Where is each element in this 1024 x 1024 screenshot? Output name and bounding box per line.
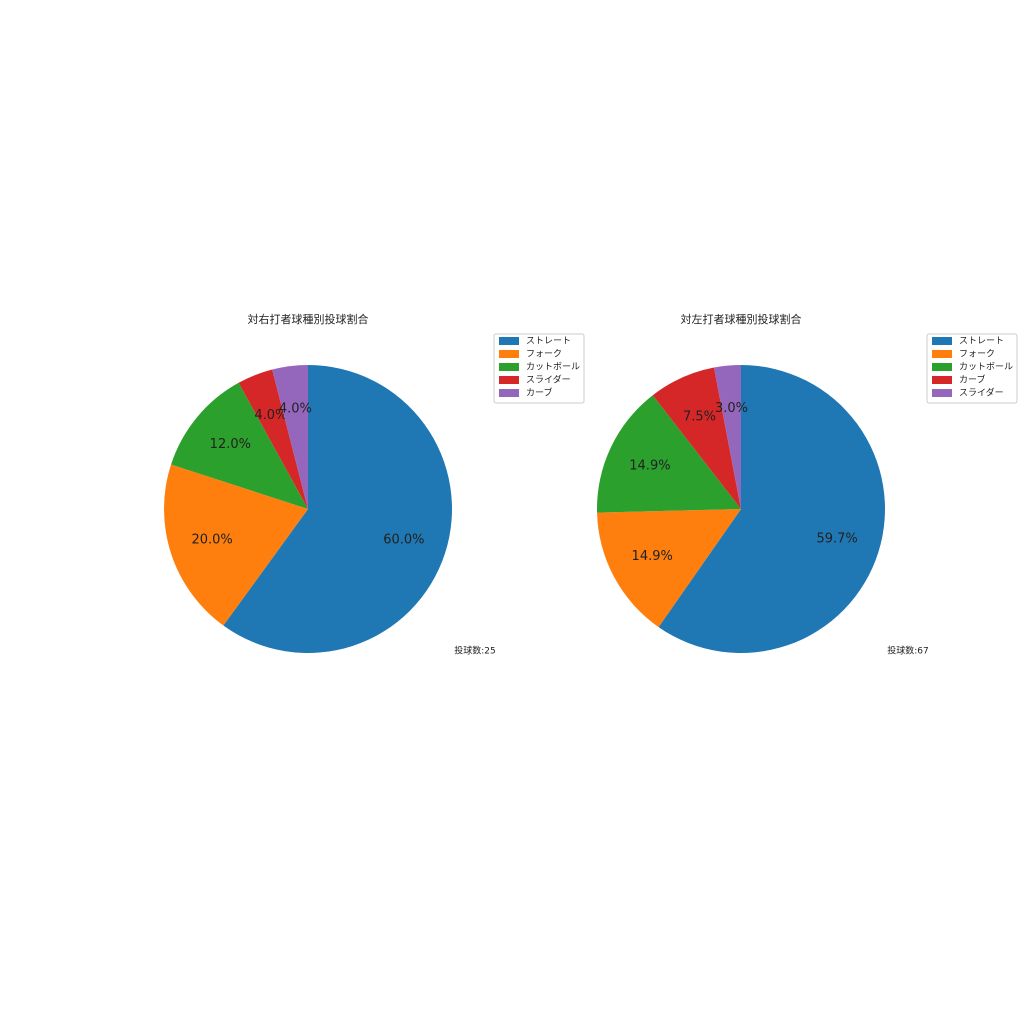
slice-label: 7.5% bbox=[683, 410, 716, 425]
slice-label: 59.7% bbox=[816, 532, 857, 547]
legend-swatch bbox=[499, 337, 519, 345]
legend-label: ストレート bbox=[959, 337, 1004, 347]
legend-swatch bbox=[932, 389, 952, 397]
slice-label: 4.0% bbox=[254, 408, 287, 423]
slice-label: 20.0% bbox=[191, 533, 232, 548]
legend-swatch bbox=[932, 337, 952, 345]
legend-label: スライダー bbox=[526, 374, 571, 386]
legend-swatch bbox=[499, 389, 519, 397]
pie-slice bbox=[238, 369, 308, 509]
legend-label: フォーク bbox=[959, 349, 995, 360]
pie-slice bbox=[272, 365, 308, 509]
legend-label: カットボール bbox=[526, 362, 580, 373]
legend-label: フォーク bbox=[526, 349, 562, 360]
slice-label: 12.0% bbox=[210, 437, 251, 452]
slice-label: 4.0% bbox=[279, 401, 312, 416]
pie-slice bbox=[714, 365, 741, 509]
chart-title: 対左打者球種別投球割合 bbox=[681, 312, 802, 326]
pie-slice bbox=[223, 365, 452, 654]
slice-label: 14.9% bbox=[632, 549, 673, 564]
annotation: 投球数:67 bbox=[887, 645, 929, 657]
legend-swatch bbox=[932, 350, 952, 358]
pie-slice bbox=[163, 464, 308, 626]
pie-slice bbox=[658, 365, 885, 653]
legend-swatch bbox=[499, 376, 519, 384]
legend-label: カーブ bbox=[959, 374, 985, 386]
legend-swatch bbox=[932, 376, 952, 384]
slice-label: 14.9% bbox=[629, 458, 670, 473]
legend-label: カットボール bbox=[959, 362, 1013, 373]
pie-slice bbox=[171, 382, 308, 509]
legend-label: ストレート bbox=[526, 337, 571, 347]
legend-swatch bbox=[499, 363, 519, 371]
chart-title: 対右打者球種別投球割合 bbox=[248, 312, 369, 326]
legend-swatch bbox=[932, 363, 952, 371]
legend-label: カーブ bbox=[526, 387, 552, 399]
legend-swatch bbox=[499, 350, 519, 358]
slice-label: 3.0% bbox=[715, 401, 748, 416]
annotation: 投球数:25 bbox=[454, 645, 496, 657]
pie-slice bbox=[597, 395, 741, 513]
pie-slice bbox=[652, 367, 741, 509]
pie-slice bbox=[597, 509, 741, 628]
legend-label: スライダー bbox=[959, 387, 1004, 399]
slice-label: 60.0% bbox=[383, 533, 424, 548]
